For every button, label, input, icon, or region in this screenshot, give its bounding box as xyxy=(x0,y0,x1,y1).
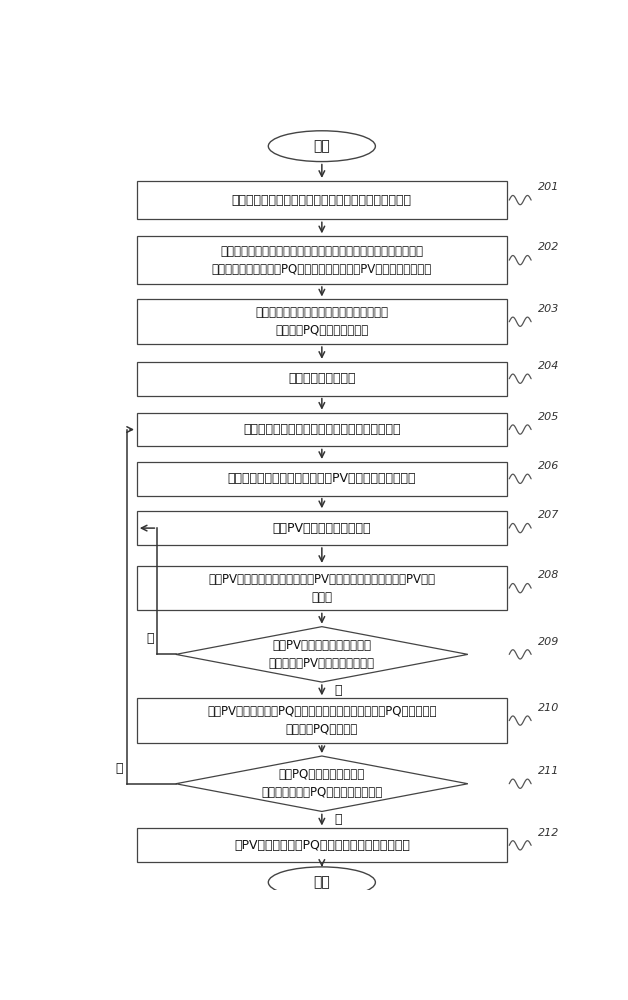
Text: 判断PV节点电压变化模值是否
小于预设的PV节点电压变化阈值: 判断PV节点电压变化模值是否 小于预设的PV节点电压变化阈值 xyxy=(269,639,375,670)
FancyBboxPatch shape xyxy=(137,236,507,284)
Text: 开始: 开始 xyxy=(313,139,330,153)
Text: 209: 209 xyxy=(538,637,560,647)
FancyBboxPatch shape xyxy=(137,828,507,862)
Text: 208: 208 xyxy=(538,570,560,580)
Text: 电压计算装置根据网络结构和元件参数生成
慢速收敛PQ节点的迭代方程: 电压计算装置根据网络结构和元件参数生成 慢速收敛PQ节点的迭代方程 xyxy=(256,306,388,337)
Text: 211: 211 xyxy=(538,766,560,776)
Text: 根据PV节点的实际有功功率求解PV节点的迭代总方程，获取PV节点
的电压: 根据PV节点的实际有功功率求解PV节点的迭代总方程，获取PV节点 的电压 xyxy=(208,573,435,604)
Text: 是: 是 xyxy=(334,813,342,826)
FancyBboxPatch shape xyxy=(137,566,507,610)
FancyBboxPatch shape xyxy=(137,181,507,219)
Text: 206: 206 xyxy=(538,461,560,471)
Ellipse shape xyxy=(268,867,376,898)
FancyBboxPatch shape xyxy=(137,362,507,396)
Text: 将PV节点的电压和PQ节点的电压确定为计算结果: 将PV节点的电压和PQ节点的电压确定为计算结果 xyxy=(234,839,410,852)
Text: 204: 204 xyxy=(538,361,560,371)
FancyBboxPatch shape xyxy=(137,698,507,743)
FancyBboxPatch shape xyxy=(137,462,507,496)
Text: 210: 210 xyxy=(538,703,560,713)
Text: 根据各个节点的电流注入量计算PV节点的等值注入电流: 根据各个节点的电流注入量计算PV节点的等值注入电流 xyxy=(227,472,416,485)
Text: 否: 否 xyxy=(146,632,153,645)
Text: 结束: 结束 xyxy=(313,875,330,889)
FancyBboxPatch shape xyxy=(137,299,507,344)
Text: 根据各节点网络结构和元件参数列写电力系统潮流方程，并根据该
电力系统潮流方程生成PQ节点的迭代总方程和PV节点的迭代总方程: 根据各节点网络结构和元件参数列写电力系统潮流方程，并根据该 电力系统潮流方程生成… xyxy=(212,245,432,276)
Polygon shape xyxy=(176,627,468,682)
Text: 207: 207 xyxy=(538,510,560,520)
Text: 201: 201 xyxy=(538,182,560,192)
Text: 是: 是 xyxy=(334,684,342,697)
FancyBboxPatch shape xyxy=(137,511,507,545)
Text: 205: 205 xyxy=(538,412,560,422)
Ellipse shape xyxy=(268,131,376,162)
Text: 根据各个节点的电压计算各个节点的电流注入量: 根据各个节点的电压计算各个节点的电流注入量 xyxy=(243,423,401,436)
Text: 212: 212 xyxy=(538,828,560,838)
Text: 计算PV节点的实际有功功率: 计算PV节点的实际有功功率 xyxy=(273,522,371,535)
Text: 根据PV节点的电压、PQ节点的迭代总方程和慢速收敛PQ节点的迭代
方程计算PQ节点电压: 根据PV节点的电压、PQ节点的迭代总方程和慢速收敛PQ节点的迭代 方程计算PQ节… xyxy=(207,705,436,736)
Text: 电压计算装置接收电力系统各节点网络结构和元件参数: 电压计算装置接收电力系统各节点网络结构和元件参数 xyxy=(232,194,412,207)
Text: 203: 203 xyxy=(538,304,560,314)
Text: 对各节点电压赋初值: 对各节点电压赋初值 xyxy=(288,372,355,385)
Text: 否: 否 xyxy=(116,762,123,774)
Polygon shape xyxy=(176,756,468,811)
Text: 判断PQ节点电压变化模值
是否小于预设的PQ节点电压变化阈值: 判断PQ节点电压变化模值 是否小于预设的PQ节点电压变化阈值 xyxy=(261,768,382,799)
Text: 202: 202 xyxy=(538,242,560,252)
FancyBboxPatch shape xyxy=(137,413,507,446)
